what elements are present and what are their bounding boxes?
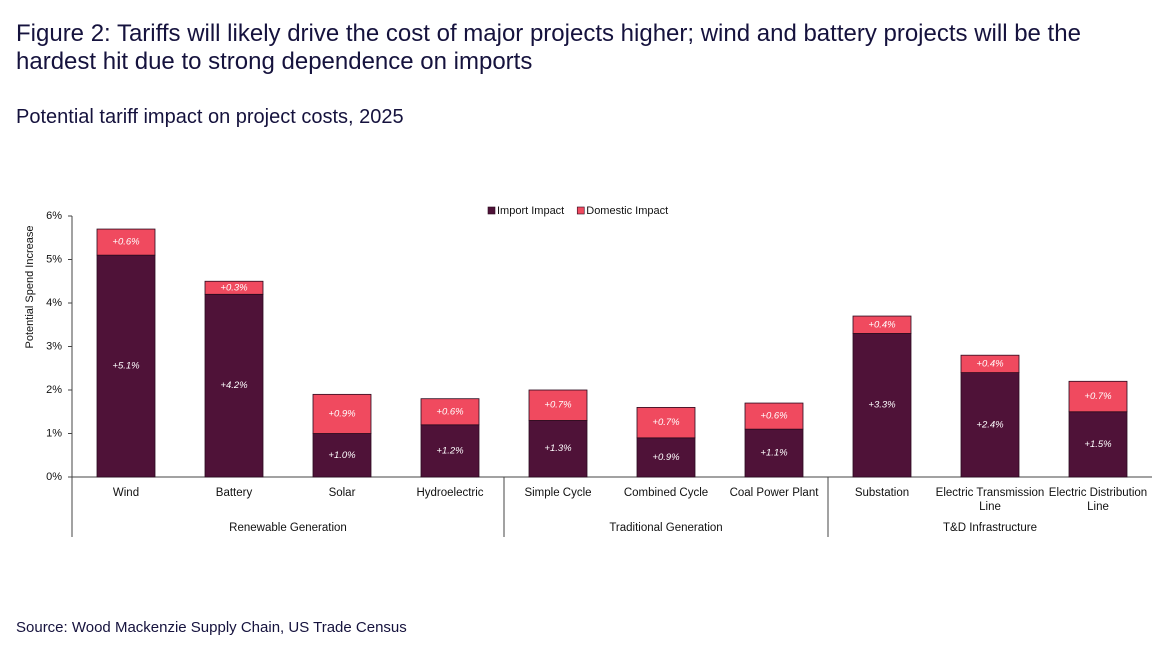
y-tick-label: 4% (46, 297, 62, 309)
x-tick-label: Substation (854, 487, 910, 499)
bar-segment (960, 354, 1020, 374)
bar-segment (312, 393, 372, 434)
data-label: +1.5% (1084, 439, 1112, 450)
bar-segment (636, 406, 696, 439)
data-label: +3.3% (868, 400, 896, 411)
bar-segment (744, 402, 804, 430)
bar-segment (96, 254, 156, 478)
x-tick-label: Solar (328, 487, 356, 499)
chart-subtitle: Potential tariff impact on project costs… (16, 106, 404, 128)
bar-segment (420, 398, 480, 426)
data-label: +0.3% (220, 282, 248, 293)
legend-label: Import Impact (497, 205, 564, 217)
bar-segment (1068, 411, 1128, 478)
y-tick-label: 6% (46, 210, 62, 222)
bar-segment (960, 372, 1020, 478)
figure-title: Figure 2: Tariffs will likely drive the … (16, 20, 1081, 75)
source-note: Source: Wood Mackenzie Supply Chain, US … (16, 619, 407, 636)
y-tick-label: 5% (46, 253, 62, 265)
x-tick-label: Battery (215, 487, 253, 499)
y-tick-label: 0% (46, 471, 62, 483)
bar-segment (852, 333, 912, 478)
group-label: T&D Infrastructure (943, 522, 1037, 534)
x-tick-label: Hydroelectric (416, 487, 484, 499)
bar-segment (312, 433, 372, 478)
data-label: +0.4% (868, 319, 896, 330)
data-label: +2.4% (976, 419, 1004, 430)
data-label: +0.6% (436, 406, 464, 417)
data-label: +0.9% (328, 408, 356, 419)
data-label: +4.2% (220, 380, 248, 391)
data-label: +0.9% (652, 452, 680, 463)
y-axis-title: Potential Spend Increase (24, 226, 36, 349)
x-tick-label: Wind (112, 487, 140, 499)
x-tick-label: Electric Distribution Line (1048, 487, 1148, 513)
data-label: +0.4% (976, 358, 1004, 369)
bar-segment (636, 437, 696, 478)
y-tick-label: 3% (46, 340, 62, 352)
bar-segment (96, 228, 156, 256)
y-tick-label: 2% (46, 384, 62, 396)
data-label: +0.7% (544, 400, 572, 411)
data-label: +1.3% (544, 443, 572, 454)
bar-segment (528, 420, 588, 478)
legend-label: Domestic Impact (586, 205, 668, 217)
bar-segment (744, 428, 804, 478)
group-label: Traditional Generation (609, 522, 723, 534)
data-label: +0.6% (760, 411, 788, 422)
group-label: Renewable Generation (229, 522, 347, 534)
legend-swatch (487, 206, 496, 215)
bar-segment (852, 315, 912, 334)
data-label: +1.2% (436, 445, 464, 456)
chart: Potential Spend Increase 0% 1% 2% 3% 4% 5% 6% +… (24, 205, 1152, 537)
x-tick-label: Coal Power Plant (729, 487, 819, 499)
data-label: +0.6% (112, 237, 140, 248)
bar-segment (528, 389, 588, 421)
y-tick-label: 1% (46, 427, 62, 439)
x-tick-label: Combined Cycle (623, 487, 709, 499)
x-tick-label: Electric Transmission Line (935, 487, 1045, 513)
legend-swatch (576, 206, 585, 215)
bar-segment (204, 280, 264, 295)
data-label: +0.7% (652, 417, 680, 428)
bar-segment (1068, 380, 1128, 413)
bar-segment (420, 424, 480, 478)
data-label: +1.0% (328, 450, 356, 461)
x-tick-label: Simple Cycle (524, 487, 592, 499)
data-label: +5.1% (112, 361, 140, 372)
bar-segment (204, 293, 264, 478)
data-label: +0.7% (1084, 391, 1112, 402)
data-label: +1.1% (760, 448, 788, 459)
